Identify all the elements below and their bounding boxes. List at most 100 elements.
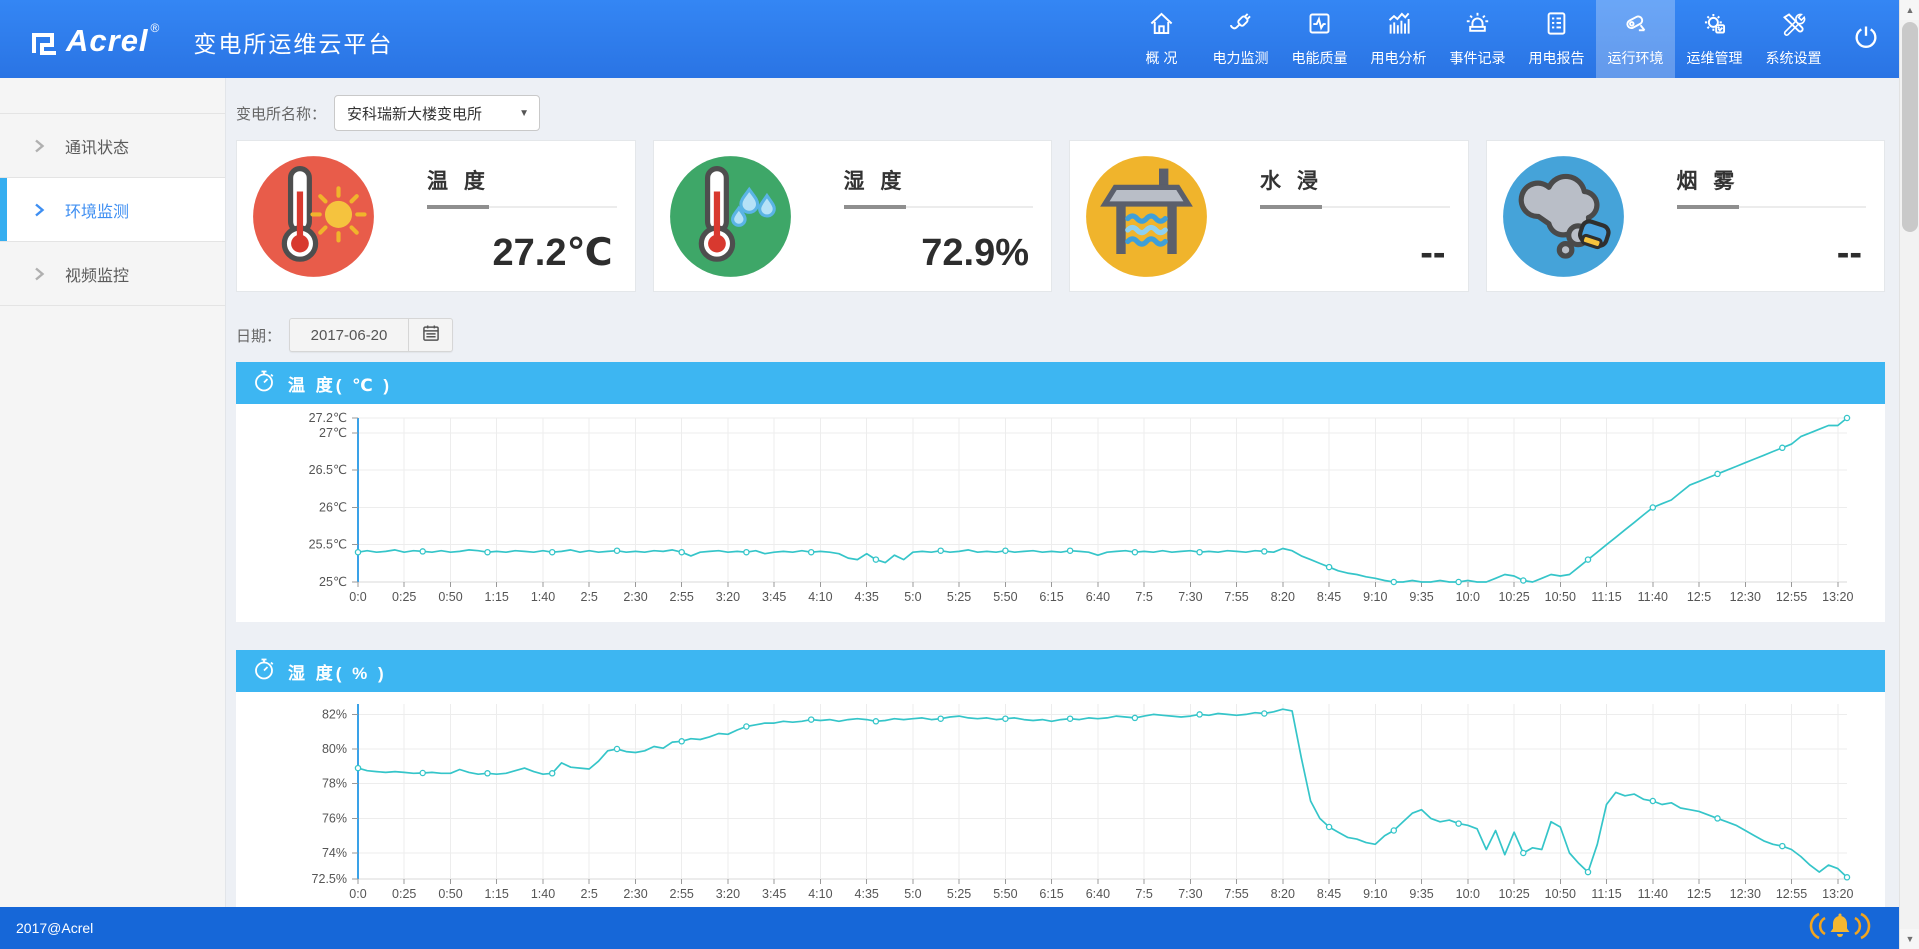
brand-registered-mark: ® <box>150 20 160 35</box>
siren-icon <box>1464 10 1491 42</box>
stopwatch-icon <box>252 657 276 686</box>
date-picker: 2017-06-20 <box>289 318 454 352</box>
svg-text:10:0: 10:0 <box>1456 590 1480 604</box>
temperature-value: 27.2℃ <box>492 232 613 274</box>
svg-text:1:40: 1:40 <box>531 590 555 604</box>
svg-text:5:25: 5:25 <box>947 887 971 901</box>
smoke-value: -- <box>1836 232 1862 274</box>
temperature-chart-header: 温 度( ℃ ) <box>236 362 1885 404</box>
nav-item-power-report[interactable]: 用电报告 <box>1517 0 1596 78</box>
svg-text:10:0: 10:0 <box>1456 887 1480 901</box>
scrollbar-thumb[interactable] <box>1902 22 1918 232</box>
svg-text:0:25: 0:25 <box>392 590 416 604</box>
sidebar-item-comm-status[interactable]: 通讯状态 <box>0 114 225 178</box>
home-icon <box>1148 10 1175 42</box>
svg-text:6:15: 6:15 <box>1039 590 1063 604</box>
svg-text:11:15: 11:15 <box>1591 590 1621 604</box>
nav-item-operating-environment[interactable]: 运行环境 <box>1596 0 1675 78</box>
sidebar-item-video-surveillance[interactable]: 视频监控 <box>0 242 225 306</box>
sidebar-item-label: 通讯状态 <box>65 139 130 157</box>
svg-text:74%: 74% <box>322 846 347 860</box>
svg-text:1:40: 1:40 <box>531 887 555 901</box>
svg-text:10:50: 10:50 <box>1545 590 1576 604</box>
sensor-cards: 温 度 27.2℃ 湿 度 <box>236 140 1885 292</box>
top-header: Acrel ® 变电所运维云平台 概 况 电力监测 电能质量 用电分析 事件记录… <box>0 0 1899 78</box>
svg-text:0:50: 0:50 <box>438 590 462 604</box>
svg-text:9:10: 9:10 <box>1363 590 1387 604</box>
svg-text:12:55: 12:55 <box>1776 590 1807 604</box>
sidebar-item-env-monitoring[interactable]: 环境监测 <box>0 178 225 242</box>
svg-text:12:30: 12:30 <box>1730 590 1761 604</box>
svg-text:2:55: 2:55 <box>670 590 694 604</box>
svg-text:26.5℃: 26.5℃ <box>309 463 347 477</box>
gear-icon <box>1701 10 1728 42</box>
footer: 2017@Acrel <box>0 907 1899 949</box>
water-tank-icon <box>1084 154 1209 284</box>
smoke-card: 烟 雾 -- <box>1485 140 1885 292</box>
calendar-icon <box>421 323 441 348</box>
svg-text:76%: 76% <box>322 811 347 825</box>
scrollbar-down-arrow[interactable]: ▼ <box>1900 929 1919 949</box>
alarm-bell-button[interactable] <box>1809 911 1871 946</box>
svg-text:11:15: 11:15 <box>1591 887 1621 901</box>
nav-item-event-log[interactable]: 事件记录 <box>1438 0 1517 78</box>
nav-item-overview[interactable]: 概 况 <box>1122 0 1201 78</box>
water-leak-value: -- <box>1420 232 1446 274</box>
scrollbar-up-arrow[interactable]: ▲ <box>1900 0 1919 20</box>
svg-text:12:55: 12:55 <box>1776 887 1807 901</box>
humidity-line-chart: 0:0 0:25 0:50 1:15 1:40 2:5 2:30 2:55 3:20 3:45 4:… <box>236 692 1885 907</box>
svg-text:3:20: 3:20 <box>716 887 740 901</box>
svg-text:12:30: 12:30 <box>1730 887 1761 901</box>
svg-text:0:25: 0:25 <box>392 887 416 901</box>
svg-text:5:50: 5:50 <box>993 887 1017 901</box>
svg-text:78%: 78% <box>322 777 347 791</box>
card-divider <box>843 205 1033 209</box>
nav-item-ops-management[interactable]: 运维管理 <box>1675 0 1754 78</box>
date-label: 日期： <box>236 327 282 345</box>
page-scrollbar[interactable]: ▲ ▼ <box>1899 0 1919 949</box>
logout-power-button[interactable] <box>1833 0 1899 78</box>
temperature-line-chart: 0:0 0:25 0:50 1:15 1:40 2:5 2:30 2:55 3:20 3:45 4:… <box>236 404 1885 622</box>
svg-text:5:25: 5:25 <box>947 590 971 604</box>
nav-item-system-settings[interactable]: 系统设置 <box>1754 0 1833 78</box>
svg-text:11:40: 11:40 <box>1638 590 1668 604</box>
station-select[interactable]: 安科瑞新大楼变电所 ▼ <box>334 95 541 131</box>
chevron-right-icon <box>34 203 45 217</box>
svg-text:1:15: 1:15 <box>485 887 509 901</box>
sidebar-spacer <box>0 78 225 114</box>
svg-text:3:45: 3:45 <box>762 887 786 901</box>
svg-text:6:40: 6:40 <box>1086 887 1110 901</box>
svg-text:82%: 82% <box>322 707 347 721</box>
nav-item-power-quality[interactable]: 电能质量 <box>1280 0 1359 78</box>
date-filter-row: 日期： 2017-06-20 <box>236 318 1885 352</box>
svg-text:72.5%: 72.5% <box>312 872 347 886</box>
brand-name: Acrel <box>66 22 149 58</box>
svg-text:9:35: 9:35 <box>1409 590 1433 604</box>
brand: Acrel ® <box>0 15 159 64</box>
station-select-label: 变电所名称： <box>236 105 327 123</box>
svg-text:8:20: 8:20 <box>1271 590 1295 604</box>
svg-text:13:20: 13:20 <box>1822 887 1853 901</box>
svg-text:27.2℃: 27.2℃ <box>309 411 347 425</box>
humidity-chart-panel: 湿 度( % ) 0:0 0:25 0:50 1:15 1:40 2:5 2:30 2:55 3… <box>236 650 1885 907</box>
svg-text:7:30: 7:30 <box>1178 590 1202 604</box>
svg-text:2:55: 2:55 <box>670 887 694 901</box>
svg-text:12:5: 12:5 <box>1687 590 1711 604</box>
tools-icon <box>1780 10 1807 42</box>
smoke-icon <box>1501 154 1626 284</box>
svg-text:2:30: 2:30 <box>623 887 647 901</box>
station-select-value: 安科瑞新大楼变电所 <box>347 105 483 123</box>
sidebar: 通讯状态 环境监测 视频监控 <box>0 78 226 907</box>
main-nav: 概 况 电力监测 电能质量 用电分析 事件记录 用电报告 运行环境 运维管理 <box>1122 0 1899 78</box>
chevron-down-icon: ▼ <box>519 107 530 119</box>
date-input[interactable]: 2017-06-20 <box>310 326 388 344</box>
humidity-value: 72.9% <box>921 232 1029 274</box>
svg-text:26℃: 26℃ <box>319 501 347 515</box>
svg-text:7:55: 7:55 <box>1224 590 1248 604</box>
nav-item-power-analysis[interactable]: 用电分析 <box>1359 0 1438 78</box>
nav-item-power-monitoring[interactable]: 电力监测 <box>1201 0 1280 78</box>
svg-text:5:50: 5:50 <box>993 590 1017 604</box>
svg-text:7:55: 7:55 <box>1224 887 1248 901</box>
temperature-chart-title: 温 度( ℃ ) <box>288 375 393 395</box>
calendar-button[interactable] <box>408 319 452 351</box>
